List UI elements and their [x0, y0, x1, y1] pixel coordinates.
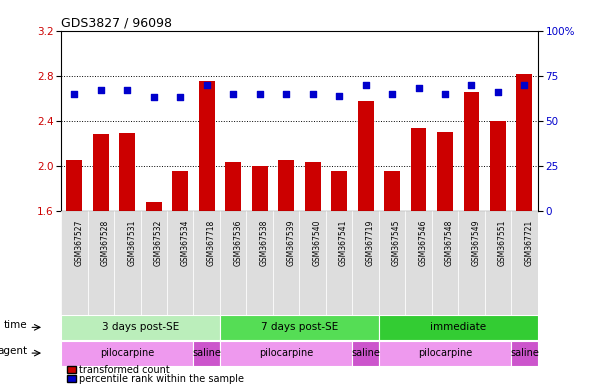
- Point: [70, 91, 79, 97]
- Bar: [353, 341, 379, 366]
- Point: [387, 91, 397, 97]
- Text: GSM367539: GSM367539: [286, 220, 295, 266]
- Bar: [93, 134, 109, 211]
- Text: GDS3827 / 96098: GDS3827 / 96098: [61, 17, 172, 30]
- Point: [175, 94, 185, 101]
- Bar: [61, 315, 220, 340]
- Bar: [199, 81, 214, 211]
- Bar: [485, 211, 511, 315]
- Point: [229, 91, 238, 97]
- Bar: [437, 132, 453, 211]
- Bar: [225, 162, 241, 211]
- Bar: [172, 170, 188, 211]
- Text: GSM367548: GSM367548: [445, 220, 454, 266]
- Point: [149, 94, 159, 101]
- Bar: [67, 161, 82, 211]
- Text: GSM367545: GSM367545: [392, 220, 401, 266]
- Text: 3 days post-SE: 3 days post-SE: [102, 322, 179, 333]
- Bar: [379, 211, 405, 315]
- Text: saline: saline: [192, 348, 221, 358]
- Bar: [114, 211, 141, 315]
- Bar: [516, 74, 532, 211]
- Text: GSM367719: GSM367719: [365, 220, 375, 266]
- Bar: [464, 92, 480, 211]
- Text: GSM367541: GSM367541: [339, 220, 348, 266]
- Bar: [411, 128, 426, 211]
- Bar: [511, 341, 538, 366]
- Point: [360, 82, 370, 88]
- Text: GSM367549: GSM367549: [472, 220, 480, 266]
- Bar: [278, 161, 294, 211]
- Bar: [405, 211, 432, 315]
- Bar: [220, 211, 246, 315]
- Text: GSM367538: GSM367538: [260, 220, 269, 266]
- Text: pilocarpine: pilocarpine: [418, 348, 472, 358]
- Bar: [61, 341, 194, 366]
- Bar: [167, 211, 194, 315]
- Bar: [119, 133, 135, 211]
- Bar: [246, 211, 273, 315]
- Text: GSM367536: GSM367536: [233, 220, 242, 266]
- Point: [255, 91, 265, 97]
- Text: GSM367534: GSM367534: [180, 220, 189, 266]
- Bar: [194, 341, 220, 366]
- Bar: [458, 211, 485, 315]
- Text: pilocarpine: pilocarpine: [100, 348, 155, 358]
- Bar: [357, 101, 373, 211]
- Text: GSM367532: GSM367532: [154, 220, 163, 266]
- Bar: [252, 166, 268, 211]
- Point: [493, 89, 503, 95]
- Text: 7 days post-SE: 7 days post-SE: [261, 322, 338, 333]
- Bar: [379, 341, 511, 366]
- Point: [308, 91, 318, 97]
- Bar: [511, 211, 538, 315]
- Text: immediate: immediate: [430, 322, 486, 333]
- Bar: [379, 315, 538, 340]
- Bar: [326, 211, 353, 315]
- Text: GSM367551: GSM367551: [498, 220, 507, 266]
- Text: GSM367540: GSM367540: [313, 220, 321, 266]
- Point: [467, 82, 477, 88]
- Bar: [299, 211, 326, 315]
- Point: [281, 91, 291, 97]
- Bar: [384, 170, 400, 211]
- Bar: [194, 211, 220, 315]
- Bar: [490, 121, 506, 211]
- Bar: [432, 211, 458, 315]
- Point: [202, 82, 211, 88]
- Text: GSM367527: GSM367527: [75, 220, 83, 266]
- Text: agent: agent: [0, 346, 27, 356]
- Bar: [273, 211, 299, 315]
- Text: transformed count: transformed count: [79, 365, 170, 375]
- Text: GSM367721: GSM367721: [524, 220, 533, 266]
- Text: GSM367531: GSM367531: [127, 220, 136, 266]
- Text: percentile rank within the sample: percentile rank within the sample: [79, 374, 244, 384]
- Bar: [87, 211, 114, 315]
- Text: saline: saline: [351, 348, 380, 358]
- Bar: [305, 162, 321, 211]
- Text: pilocarpine: pilocarpine: [259, 348, 313, 358]
- Point: [334, 93, 344, 99]
- Bar: [61, 211, 87, 315]
- Point: [519, 82, 529, 88]
- Text: GSM367718: GSM367718: [207, 220, 216, 266]
- Point: [122, 87, 132, 93]
- Text: time: time: [4, 320, 27, 330]
- Text: GSM367546: GSM367546: [419, 220, 428, 266]
- Bar: [220, 315, 379, 340]
- Point: [440, 91, 450, 97]
- Point: [96, 87, 106, 93]
- Bar: [141, 211, 167, 315]
- Text: GSM367528: GSM367528: [101, 220, 110, 266]
- Bar: [146, 202, 162, 211]
- Bar: [353, 211, 379, 315]
- Point: [414, 85, 423, 91]
- Bar: [331, 170, 347, 211]
- Text: saline: saline: [510, 348, 539, 358]
- Bar: [220, 341, 353, 366]
